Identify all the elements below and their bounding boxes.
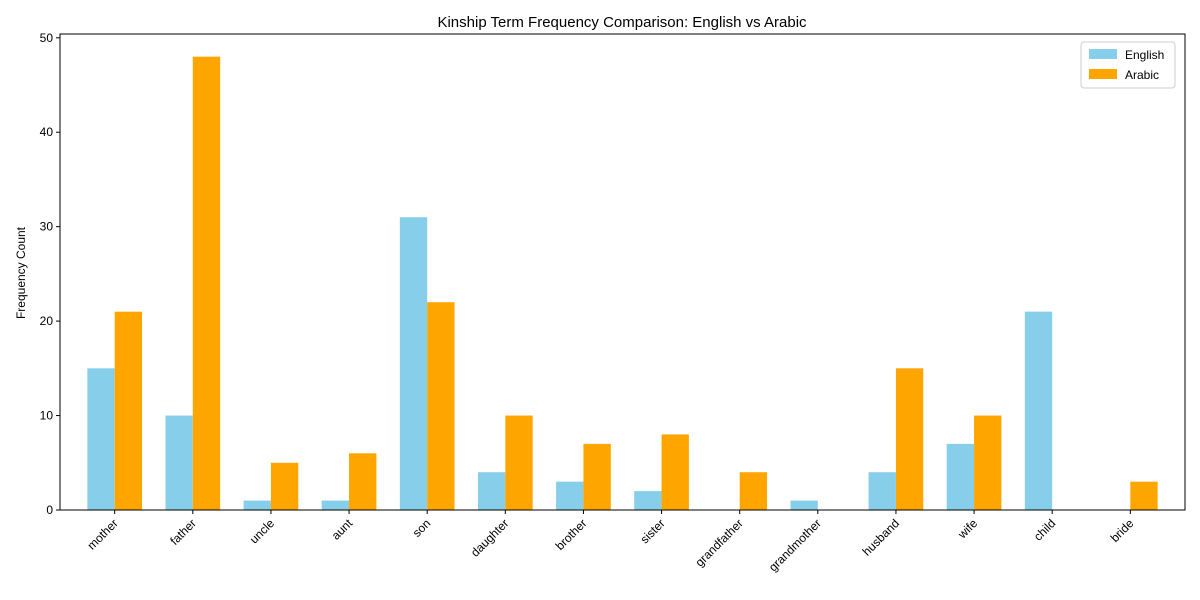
legend-label-english: English (1125, 48, 1164, 62)
bar-english-mother (87, 368, 115, 510)
bar-arabic-uncle (270, 462, 299, 510)
legend-label-arabic: Arabic (1125, 68, 1159, 82)
bar-english-sister (634, 491, 662, 510)
x-tick-label: uncle (247, 516, 277, 546)
bar-english-son (399, 217, 428, 510)
x-tick-label: mother (84, 516, 120, 552)
bar-arabic-aunt (349, 453, 377, 510)
plot-area (87, 56, 1158, 511)
x-tick-label: sister (638, 516, 668, 546)
x-tick-label: son (410, 516, 434, 540)
bar-arabic-father (192, 56, 221, 511)
bar-arabic-daughter (505, 415, 533, 510)
bar-english-aunt (321, 500, 350, 510)
x-tick-label: bride (1108, 516, 1137, 545)
bar-arabic-bride (1130, 481, 1158, 510)
x-tick-label: grandmother (766, 516, 824, 574)
x-tick-label: brother (553, 516, 590, 553)
y-tick-label: 40 (40, 125, 54, 139)
bar-arabic-sister (661, 434, 689, 510)
bar-english-wife (946, 443, 975, 510)
y-axis-title: Frequency Count (14, 226, 28, 319)
chart-title: Kinship Term Frequency Comparison: Engli… (437, 14, 807, 31)
bar-arabic-grandfather (739, 472, 768, 510)
x-tick-label: wife (954, 516, 980, 542)
legend: English Arabic (1080, 41, 1176, 89)
bar-arabic-brother (583, 443, 611, 510)
bar-english-daughter (477, 472, 506, 510)
bar-english-uncle (243, 500, 271, 510)
x-tick-label: child (1031, 516, 1058, 543)
plot-frame (59, 33, 1186, 511)
legend-swatch-arabic (1089, 69, 1117, 79)
bar-english-brother (556, 481, 584, 510)
y-tick-label: 50 (40, 31, 54, 45)
bar-english-child (1024, 311, 1053, 510)
y-tick-label: 20 (40, 314, 54, 328)
y-tick-label: 10 (40, 409, 54, 423)
bar-arabic-husband (895, 368, 924, 510)
bar-english-grandmother (790, 500, 818, 510)
y-tick-label: 0 (46, 503, 53, 517)
bar-arabic-mother (114, 311, 143, 510)
x-tick-label: aunt (329, 516, 356, 543)
bar-english-husband (868, 472, 896, 510)
bar-arabic-wife (974, 415, 1002, 510)
legend-swatch-english (1089, 49, 1117, 59)
bar-english-father (165, 415, 193, 510)
x-tick-label: father (167, 516, 199, 548)
x-tick-label: husband (860, 516, 902, 558)
bar-arabic-son (427, 302, 455, 510)
x-tick-label: daughter (468, 516, 511, 559)
x-tick-label: grandfather (693, 516, 746, 569)
y-tick-label: 30 (40, 220, 54, 234)
